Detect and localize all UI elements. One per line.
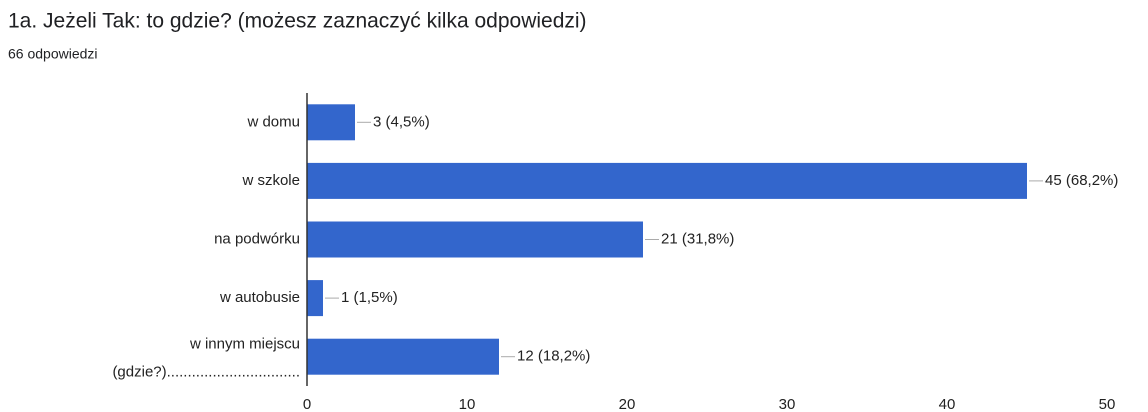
y-tick-label: w innym miejscu (gdzie?).................… — [112, 336, 300, 381]
x-tick-label: 40 — [939, 396, 956, 412]
x-tick-label: 30 — [779, 396, 796, 412]
data-label: 45 (68,2%) — [1045, 172, 1118, 189]
chart-title: 1a. Jeżeli Tak: to gdzie? (możesz zaznac… — [8, 10, 587, 33]
y-tick-label: w domu — [246, 113, 300, 130]
data-label: 3 (4,5%) — [373, 113, 430, 130]
bar — [307, 162, 1027, 199]
chart-subtitle: 66 odpowiedzi — [8, 46, 98, 62]
bar — [307, 280, 323, 317]
bar — [307, 221, 643, 258]
y-tick-label: na podwórku — [214, 230, 300, 247]
bar — [307, 338, 499, 375]
bar — [307, 104, 355, 141]
data-label: 1 (1,5%) — [341, 289, 398, 306]
y-tick-label: w autobusie — [219, 289, 300, 306]
x-tick-label: 10 — [459, 396, 476, 412]
x-tick-label: 20 — [619, 396, 636, 412]
y-tick-label: w szkole — [241, 172, 300, 189]
x-tick-label: 50 — [1099, 396, 1116, 412]
data-label: 12 (18,2%) — [517, 348, 590, 365]
x-tick-label: 0 — [303, 396, 311, 412]
data-label: 21 (31,8%) — [661, 230, 734, 247]
